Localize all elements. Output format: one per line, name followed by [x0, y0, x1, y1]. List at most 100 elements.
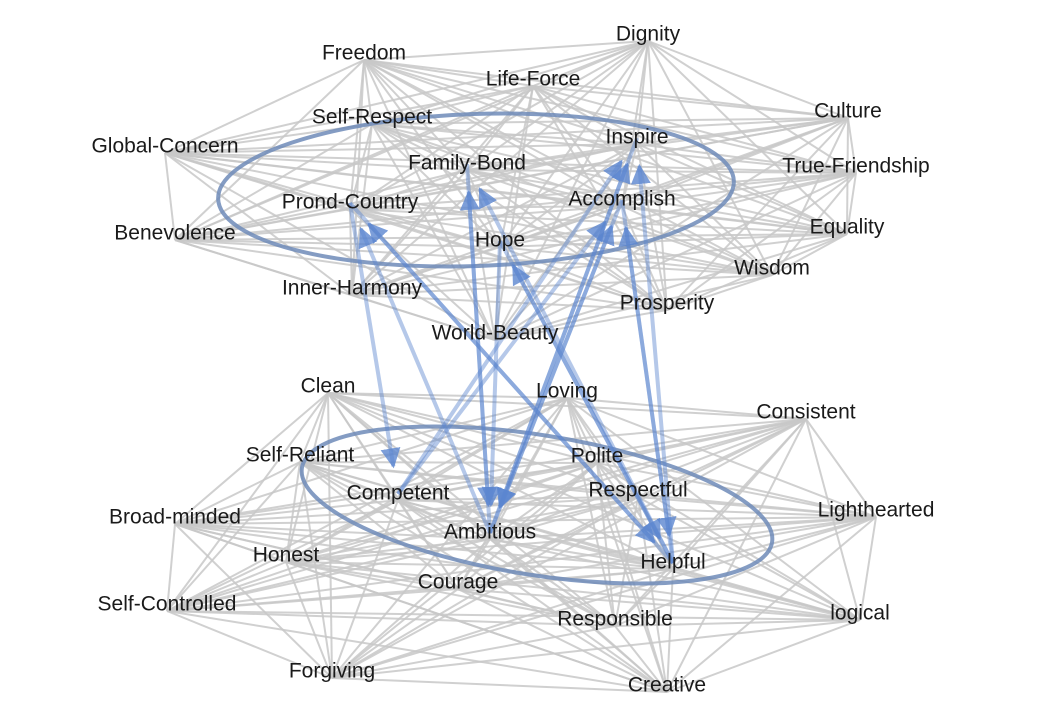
edge: [299, 397, 568, 463]
node-label: Helpful: [640, 551, 705, 574]
edge: [363, 59, 373, 125]
edge: [349, 208, 353, 296]
edge: [174, 239, 501, 248]
edge: [596, 462, 616, 627]
edge: [666, 568, 674, 693]
blue-arrows: [348, 137, 677, 565]
edge: [466, 143, 638, 171]
node-label: Self-Respect: [312, 106, 432, 129]
node-label: Culture: [814, 100, 882, 123]
edge: [489, 496, 639, 540]
arrow-edge: [620, 199, 677, 538]
edge: [363, 59, 468, 171]
edge: [371, 123, 638, 145]
node-label: Courage: [418, 571, 499, 594]
arrow-edge: [396, 220, 607, 496]
edge: [164, 152, 353, 296]
node-label: logical: [830, 602, 890, 625]
edge: [466, 169, 857, 174]
arrow-edge: [478, 187, 675, 564]
edge: [614, 516, 877, 627]
edge: [846, 172, 857, 235]
edge: [285, 538, 491, 563]
edge: [351, 274, 773, 296]
edge: [327, 392, 807, 420]
node-label: Benevolence: [114, 222, 235, 245]
edge: [164, 152, 501, 248]
node-label: Equality: [810, 216, 885, 239]
edge: [166, 610, 333, 679]
edge: [499, 233, 848, 248]
edge: [596, 462, 668, 693]
edge: [489, 538, 861, 621]
edge: [666, 516, 877, 693]
arrow-edge: [618, 225, 675, 564]
edge: [351, 294, 668, 311]
edge: [363, 59, 857, 174]
arrow-edge: [511, 263, 675, 564]
node-label: Self-Controlled: [98, 593, 237, 616]
node-label: Freedom: [322, 42, 406, 65]
edge: [371, 85, 534, 125]
edge: [666, 233, 848, 311]
edge: [349, 169, 468, 210]
node-label: Family-Bond: [408, 152, 526, 175]
arrow-edge: [348, 202, 401, 469]
edge: [499, 246, 668, 311]
edge: [457, 588, 616, 627]
edge: [299, 461, 598, 464]
edge: [771, 117, 849, 276]
arrow-edge: [498, 240, 662, 541]
node-label: Competent: [347, 482, 450, 505]
edge: [174, 143, 638, 241]
edge: [166, 523, 176, 612]
arrow-edge: [465, 163, 498, 508]
arrow-edge: [497, 199, 624, 509]
edge: [532, 85, 848, 235]
node-label: True-Friendship: [782, 155, 929, 178]
edge: [166, 610, 861, 621]
edge: [174, 461, 301, 525]
edge: [166, 610, 668, 693]
edge: [494, 172, 857, 341]
edge: [489, 538, 674, 570]
edge: [331, 538, 491, 679]
edge: [636, 143, 857, 174]
edge: [174, 462, 598, 525]
edge: [331, 619, 861, 679]
edge: [847, 117, 857, 174]
edge: [371, 123, 468, 171]
edge: [174, 499, 399, 525]
edge: [174, 523, 491, 540]
edge: [164, 152, 496, 341]
edge: [614, 625, 668, 693]
edge: [285, 496, 639, 563]
arrow-edge: [367, 222, 675, 565]
edge: [349, 208, 501, 248]
edge: [666, 172, 857, 311]
edge: [363, 40, 649, 61]
edge: [285, 418, 807, 563]
edge: [637, 496, 877, 518]
edge: [566, 397, 807, 420]
edge: [331, 677, 668, 693]
edge: [174, 496, 639, 525]
arrow-edge: [348, 201, 656, 544]
edge: [457, 516, 877, 590]
top-group-ellipse: [216, 111, 736, 269]
edge: [166, 538, 491, 612]
edge: [351, 143, 638, 296]
gray-edges: [164, 40, 877, 693]
edge: [299, 461, 877, 518]
arrow-edge: [481, 240, 502, 508]
edge: [647, 40, 849, 119]
edge: [532, 85, 849, 119]
edge: [532, 85, 857, 174]
edge: [331, 516, 877, 679]
node-label: Prond-Country: [282, 191, 419, 214]
edge: [174, 208, 351, 241]
edge: [489, 538, 616, 627]
edge: [351, 169, 468, 296]
edge: [327, 392, 568, 399]
